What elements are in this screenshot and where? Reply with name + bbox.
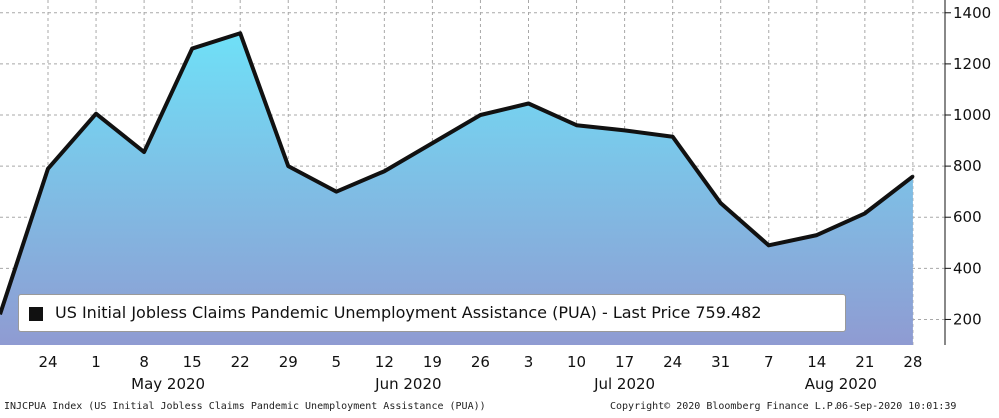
y-tick-label: 1200	[953, 55, 991, 73]
month-label: Jun 2020	[374, 375, 441, 393]
x-tick-label: 28	[903, 353, 922, 371]
x-tick-label: 5	[332, 353, 342, 371]
month-label: May 2020	[131, 375, 205, 393]
y-tick-label: 200	[953, 310, 982, 328]
x-tick-label: 1	[91, 353, 101, 371]
y-axis-ticks: 200 400 600 800 1000 1200 1400	[945, 4, 991, 328]
y-tick-label: 800	[953, 157, 982, 175]
legend-swatch	[29, 307, 43, 321]
data-point	[334, 190, 338, 194]
data-point	[527, 102, 530, 105]
data-point	[575, 123, 579, 127]
x-tick-label: 29	[279, 353, 298, 371]
data-point	[382, 169, 386, 173]
x-tick-label: 22	[231, 353, 250, 371]
data-point	[238, 31, 242, 35]
data-point	[142, 150, 146, 154]
data-point	[911, 174, 915, 178]
x-tick-label: 8	[139, 353, 149, 371]
x-axis-month-labels: May 2020 Jun 2020 Jul 2020 Aug 2020	[131, 375, 877, 393]
footer-index-label: INJCPUA Index (US Initial Jobless Claims…	[4, 401, 486, 412]
x-tick-label: 24	[663, 353, 682, 371]
y-tick-label: 400	[953, 259, 982, 277]
x-axis-ticks: 24 1 8 15 22 29 5 12 19 26 3 10 17 24 31 7 14 21 28	[38, 353, 922, 371]
legend: US Initial Jobless Claims Pandemic Unemp…	[18, 294, 846, 332]
y-tick-label: 1000	[953, 106, 991, 124]
data-point	[815, 233, 819, 237]
data-point	[623, 128, 627, 132]
footer: INJCPUA Index (US Initial Jobless Claims…	[0, 397, 999, 418]
data-point	[190, 47, 194, 51]
y-tick-label: 600	[953, 208, 982, 226]
footer-timestamp: 06-Sep-2020 10:01:39	[836, 401, 957, 412]
x-tick-label: 21	[855, 353, 874, 371]
x-tick-label: 19	[423, 353, 442, 371]
x-tick-label: 15	[183, 353, 202, 371]
month-label: Aug 2020	[805, 375, 877, 393]
series-line	[0, 31, 915, 315]
data-points	[46, 31, 915, 247]
y-tick-label: 1400	[953, 4, 991, 22]
x-tick-label: 31	[711, 353, 730, 371]
x-tick-label: 3	[524, 353, 534, 371]
month-label: Jul 2020	[593, 375, 655, 393]
footer-copyright: Copyright© 2020 Bloomberg Finance L.P.	[610, 401, 839, 412]
x-tick-label: 7	[764, 353, 774, 371]
data-point	[286, 164, 290, 168]
data-point	[767, 243, 771, 247]
data-point	[671, 135, 675, 139]
legend-label: US Initial Jobless Claims Pandemic Unemp…	[55, 303, 762, 322]
area-fill	[0, 33, 913, 345]
data-point	[430, 141, 434, 145]
data-point	[478, 113, 482, 117]
x-tick-label: 24	[38, 353, 57, 371]
data-point	[719, 201, 723, 205]
x-tick-label: 26	[471, 353, 490, 371]
x-tick-label: 10	[567, 353, 586, 371]
x-tick-label: 14	[807, 353, 826, 371]
data-point	[863, 211, 867, 215]
data-point	[46, 167, 50, 171]
x-tick-label: 12	[375, 353, 394, 371]
data-point	[94, 112, 98, 116]
jobless-claims-area-chart: 200 400 600 800 1000 1200 1400 24 1 8 15 22 29 5 12 19…	[0, 0, 991, 393]
x-tick-label: 17	[615, 353, 634, 371]
